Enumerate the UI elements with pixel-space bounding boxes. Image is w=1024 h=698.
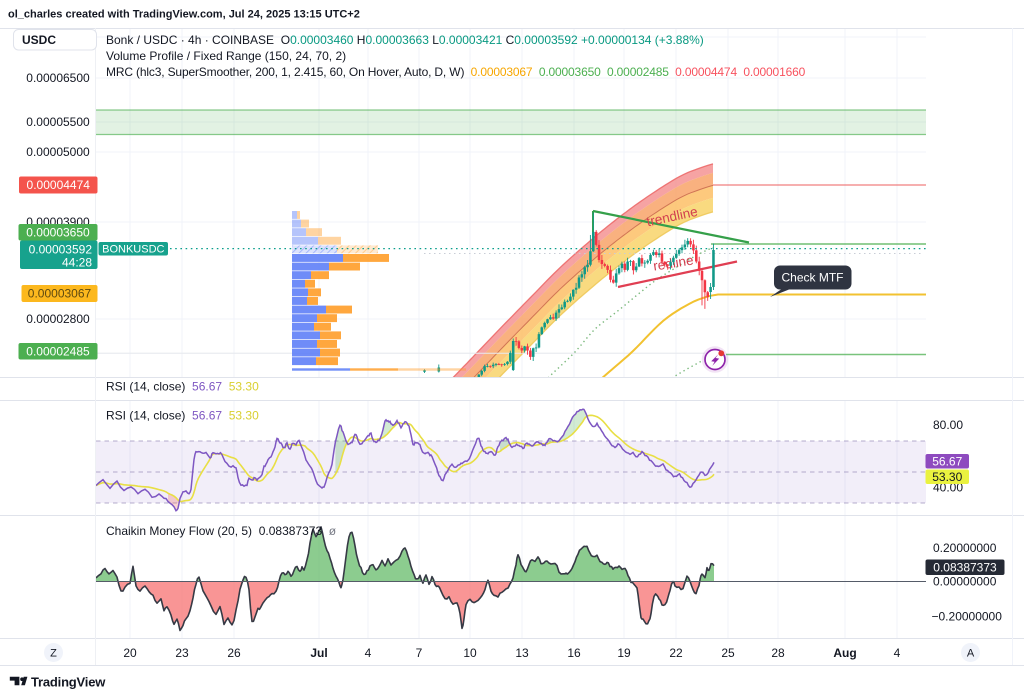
svg-text:−0.20000000: −0.20000000	[932, 610, 1003, 624]
svg-text:Volume Profile / Fixed Range (: Volume Profile / Fixed Range (150, 24, 7…	[106, 49, 346, 63]
svg-text:26: 26	[227, 646, 241, 660]
svg-text:USDC: USDC	[22, 33, 56, 47]
svg-text:25: 25	[721, 646, 735, 660]
svg-text:4: 4	[894, 646, 901, 660]
svg-text:0.00003067: 0.00003067	[28, 287, 92, 301]
svg-text:0.00000000: 0.00000000	[933, 575, 997, 589]
svg-text:0.20000000: 0.20000000	[933, 541, 997, 555]
svg-text:28: 28	[771, 646, 785, 660]
svg-text:20: 20	[123, 646, 137, 660]
svg-text:0.00006500: 0.00006500	[26, 71, 90, 85]
svg-text:A: A	[967, 648, 975, 660]
svg-text:BONKUSDC: BONKUSDC	[102, 244, 164, 256]
svg-text:RSI (14, close) 56.67 53.30: RSI (14, close) 56.67 53.30	[106, 379, 259, 393]
svg-text:TradingView: TradingView	[31, 675, 106, 690]
svg-text:0.00003592: 0.00003592	[29, 242, 93, 256]
svg-text:44:28: 44:28	[62, 255, 92, 269]
svg-text:13: 13	[515, 646, 529, 660]
svg-text:0.00003650: 0.00003650	[26, 225, 90, 239]
svg-text:0.00004474: 0.00004474	[27, 178, 91, 192]
svg-text:0.00005000: 0.00005000	[26, 145, 90, 159]
svg-text:ol_charles created with Tradin: ol_charles created with TradingView.com,…	[8, 9, 360, 21]
svg-text:16: 16	[567, 646, 581, 660]
svg-text:Chaikin Money Flow (20, 5) 0.: Chaikin Money Flow (20, 5) 0.08387373 ø	[106, 524, 337, 538]
svg-text:10: 10	[463, 646, 477, 660]
svg-text:22: 22	[669, 646, 683, 660]
svg-text:53.30: 53.30	[932, 470, 962, 484]
svg-text:0.00002485: 0.00002485	[26, 344, 90, 358]
svg-text:0.00002800: 0.00002800	[26, 312, 90, 326]
svg-text:Aug: Aug	[833, 646, 856, 660]
svg-text:0.00005500: 0.00005500	[26, 115, 90, 129]
svg-text:Jul: Jul	[310, 646, 327, 660]
svg-text:80.00: 80.00	[933, 418, 963, 432]
svg-text:23: 23	[175, 646, 189, 660]
svg-text:MRC (hlc3, SuperSmoother, 200,: MRC (hlc3, SuperSmoother, 200, 1, 2.415,…	[106, 65, 806, 79]
svg-text:0.08387373: 0.08387373	[933, 560, 997, 574]
svg-text:4: 4	[365, 646, 372, 660]
svg-text:56.67: 56.67	[932, 454, 962, 468]
svg-text:7: 7	[416, 646, 423, 660]
svg-text:Check MTF: Check MTF	[781, 271, 843, 285]
svg-text:19: 19	[617, 646, 631, 660]
svg-text:Bonk / USDC · 4h · COINBASE O: Bonk / USDC · 4h · COINBASE O0.00003460 …	[106, 33, 704, 47]
svg-text:Z: Z	[50, 648, 57, 660]
svg-text:RSI (14, close) 56.67 53.30: RSI (14, close) 56.67 53.30	[106, 409, 259, 423]
